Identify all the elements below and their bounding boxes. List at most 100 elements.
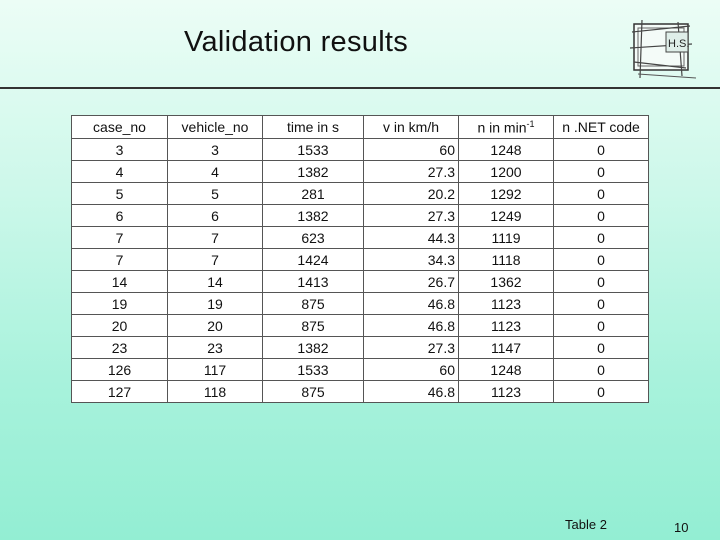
cell-rpm: 1119 xyxy=(458,226,554,249)
table-header-row: case_no vehicle_no time in s v in km/h n… xyxy=(71,115,649,139)
cell-case-no: 6 xyxy=(71,204,168,227)
cell-net-code: 0 xyxy=(553,160,649,183)
title-divider xyxy=(0,87,720,89)
table-row: 5 5 281 20.2 1292 0 xyxy=(71,182,649,205)
table-row: 4 4 1382 27.3 1200 0 xyxy=(71,160,649,183)
cell-time: 1413 xyxy=(262,270,364,293)
cell-rpm: 1123 xyxy=(458,292,554,315)
cell-velocity: 26.7 xyxy=(363,270,459,293)
cell-vehicle-no: 117 xyxy=(167,358,263,381)
table-row: 127 118 875 46.8 1123 0 xyxy=(71,380,649,403)
cell-net-code: 0 xyxy=(553,248,649,271)
cell-rpm: 1123 xyxy=(458,380,554,403)
cell-vehicle-no: 14 xyxy=(167,270,263,293)
cell-net-code: 0 xyxy=(553,358,649,381)
cell-net-code: 0 xyxy=(553,204,649,227)
validation-results-table: case_no vehicle_no time in s v in km/h n… xyxy=(71,115,649,403)
cell-time: 1382 xyxy=(262,336,364,359)
cell-velocity: 27.3 xyxy=(363,336,459,359)
cell-net-code: 0 xyxy=(553,182,649,205)
cell-time: 623 xyxy=(262,226,364,249)
cell-vehicle-no: 23 xyxy=(167,336,263,359)
cell-vehicle-no: 19 xyxy=(167,292,263,315)
cell-rpm: 1362 xyxy=(458,270,554,293)
table-row: 7 7 623 44.3 1119 0 xyxy=(71,226,649,249)
table-row: 3 3 1533 60 1248 0 xyxy=(71,138,649,161)
cell-rpm: 1249 xyxy=(458,204,554,227)
cell-time: 1382 xyxy=(262,160,364,183)
cell-rpm: 1118 xyxy=(458,248,554,271)
table-row: 14 14 1413 26.7 1362 0 xyxy=(71,270,649,293)
slide-title: Validation results xyxy=(184,26,409,58)
table-row: 126 117 1533 60 1248 0 xyxy=(71,358,649,381)
header-case-no: case_no xyxy=(71,115,168,139)
cell-vehicle-no: 3 xyxy=(167,138,263,161)
table-body: 3 3 1533 60 1248 0 4 4 1382 27.3 1200 0 5 5 281 20.2 129… xyxy=(71,138,649,403)
table-row: 6 6 1382 27.3 1249 0 xyxy=(71,204,649,227)
cell-case-no: 4 xyxy=(71,160,168,183)
cell-velocity: 46.8 xyxy=(363,314,459,337)
cell-case-no: 7 xyxy=(71,248,168,271)
cell-velocity: 27.3 xyxy=(363,204,459,227)
logo-text: H.S. xyxy=(668,38,689,50)
cell-net-code: 0 xyxy=(553,270,649,293)
cell-net-code: 0 xyxy=(553,380,649,403)
table-caption: Table 2 xyxy=(565,517,607,532)
hs-logo-icon: H.S. xyxy=(629,19,697,79)
cell-case-no: 127 xyxy=(71,380,168,403)
cell-rpm: 1200 xyxy=(458,160,554,183)
cell-rpm: 1248 xyxy=(458,138,554,161)
cell-velocity: 46.8 xyxy=(363,380,459,403)
cell-velocity: 44.3 xyxy=(363,226,459,249)
cell-case-no: 5 xyxy=(71,182,168,205)
cell-vehicle-no: 118 xyxy=(167,380,263,403)
cell-rpm: 1123 xyxy=(458,314,554,337)
header-rpm: n in min-1 xyxy=(458,115,554,139)
table-row: 19 19 875 46.8 1123 0 xyxy=(71,292,649,315)
cell-net-code: 0 xyxy=(553,292,649,315)
header-velocity: v in km/h xyxy=(363,115,459,139)
cell-net-code: 0 xyxy=(553,226,649,249)
table-row: 20 20 875 46.8 1123 0 xyxy=(71,314,649,337)
cell-velocity: 20.2 xyxy=(363,182,459,205)
cell-velocity: 60 xyxy=(363,358,459,381)
cell-velocity: 60 xyxy=(363,138,459,161)
cell-time: 875 xyxy=(262,314,364,337)
cell-vehicle-no: 5 xyxy=(167,182,263,205)
header-vehicle-no: vehicle_no xyxy=(167,115,263,139)
cell-vehicle-no: 20 xyxy=(167,314,263,337)
cell-case-no: 23 xyxy=(71,336,168,359)
page-number: 10 xyxy=(674,520,689,535)
header-net-code: n .NET code xyxy=(553,115,649,139)
cell-case-no: 126 xyxy=(71,358,168,381)
header-rpm-superscript: -1 xyxy=(526,118,535,129)
cell-net-code: 0 xyxy=(553,314,649,337)
cell-net-code: 0 xyxy=(553,336,649,359)
cell-time: 1533 xyxy=(262,358,364,381)
cell-velocity: 27.3 xyxy=(363,160,459,183)
cell-time: 1424 xyxy=(262,248,364,271)
header-rpm-label: n in min xyxy=(477,119,527,136)
cell-rpm: 1248 xyxy=(458,358,554,381)
cell-rpm: 1147 xyxy=(458,336,554,359)
cell-vehicle-no: 7 xyxy=(167,248,263,271)
cell-velocity: 46.8 xyxy=(363,292,459,315)
cell-time: 875 xyxy=(262,292,364,315)
cell-time: 875 xyxy=(262,380,364,403)
cell-velocity: 34.3 xyxy=(363,248,459,271)
cell-case-no: 3 xyxy=(71,138,168,161)
cell-time: 1382 xyxy=(262,204,364,227)
cell-time: 1533 xyxy=(262,138,364,161)
cell-rpm: 1292 xyxy=(458,182,554,205)
header-time: time in s xyxy=(262,115,364,139)
cell-case-no: 14 xyxy=(71,270,168,293)
cell-vehicle-no: 4 xyxy=(167,160,263,183)
table-row: 23 23 1382 27.3 1147 0 xyxy=(71,336,649,359)
cell-time: 281 xyxy=(262,182,364,205)
cell-net-code: 0 xyxy=(553,138,649,161)
cell-case-no: 7 xyxy=(71,226,168,249)
table-row: 7 7 1424 34.3 1118 0 xyxy=(71,248,649,271)
cell-vehicle-no: 6 xyxy=(167,204,263,227)
cell-case-no: 19 xyxy=(71,292,168,315)
cell-case-no: 20 xyxy=(71,314,168,337)
